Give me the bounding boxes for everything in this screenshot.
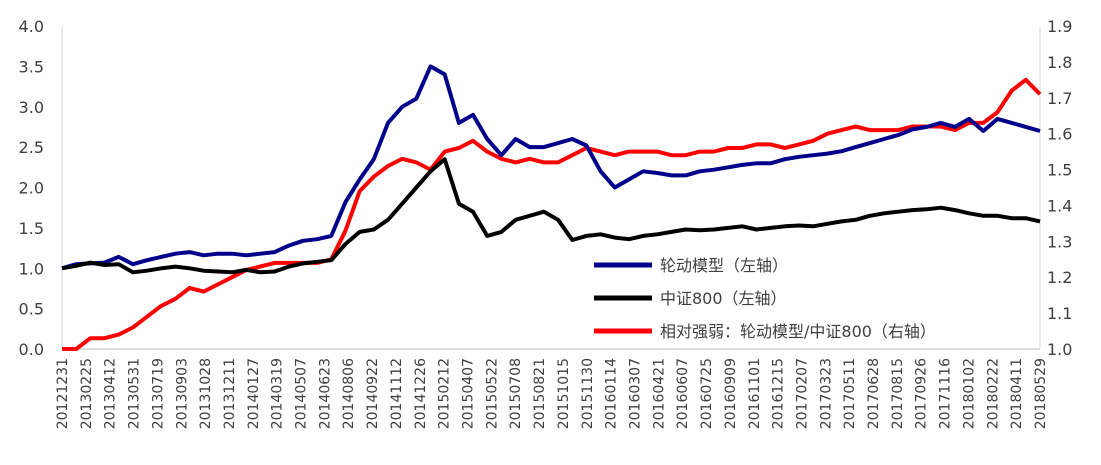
x-tick-label: 20170926 <box>914 358 930 429</box>
x-tick-label: 20160307 <box>627 358 643 429</box>
x-tick-label: 20151015 <box>556 358 572 429</box>
series-line-0 <box>61 64 1041 271</box>
left-tick-label: 2.0 <box>19 179 44 198</box>
left-tick-label: 1.5 <box>19 219 44 238</box>
x-tick-label: 20130531 <box>127 358 143 429</box>
x-tick-label: 20150407 <box>461 358 477 429</box>
series-line-2 <box>62 77 1042 351</box>
x-tick-label: 20160725 <box>699 358 715 429</box>
x-tick-label: 20170511 <box>842 358 858 429</box>
left-tick-label: 3.5 <box>19 57 44 76</box>
x-axis-ticks: 20121231 20130225 20130412 20130531 20130719… <box>55 358 1049 429</box>
x-tick-label: 20161215 <box>771 358 787 429</box>
left-tick-label: 1.0 <box>19 259 44 278</box>
x-tick-label: 20170323 <box>818 358 834 429</box>
x-tick-label: 20180411 <box>1009 358 1025 429</box>
x-tick-label: 20160421 <box>651 358 667 429</box>
x-tick-label: 20140922 <box>365 358 381 429</box>
left-tick-label: 0.0 <box>19 340 44 359</box>
x-tick-label: 20180222 <box>985 358 1001 429</box>
x-tick-label: 20140127 <box>246 358 262 429</box>
x-tick-label: 20170628 <box>866 358 882 429</box>
left-tick-label: 2.5 <box>19 138 44 157</box>
right-tick-label: 1.1 <box>1047 304 1072 323</box>
x-tick-label: 20131028 <box>198 358 214 429</box>
right-tick-label: 1.4 <box>1047 196 1072 215</box>
left-axis-ticks: 0.0 0.5 1.0 1.5 2.0 2.5 3.0 3.5 4.0 <box>19 17 44 359</box>
right-tick-label: 1.2 <box>1047 268 1072 287</box>
x-tick-label: 20141112 <box>389 358 405 429</box>
right-tick-label: 1.6 <box>1047 125 1072 144</box>
legend: 轮动模型（左轴） 中证800（左轴） 相对强弱：轮动模型/中证800（右轴） <box>594 256 936 341</box>
x-tick-label: 20150708 <box>508 358 524 429</box>
x-tick-label: 20170207 <box>794 358 810 429</box>
x-tick-label: 20150522 <box>484 358 500 429</box>
series-group <box>61 64 1042 351</box>
x-tick-label: 20131211 <box>222 358 238 429</box>
legend-label-1: 中证800（左轴） <box>660 289 787 308</box>
left-tick-label: 4.0 <box>19 17 44 36</box>
left-tick-label: 0.5 <box>19 300 44 319</box>
x-tick-label: 20150821 <box>532 358 548 429</box>
axes <box>61 26 1041 350</box>
x-tick-label: 20160607 <box>675 358 691 429</box>
x-tick-label: 20140806 <box>341 358 357 429</box>
right-tick-label: 1.0 <box>1047 340 1072 359</box>
x-tick-label: 20161101 <box>747 358 763 429</box>
x-tick-label: 20180529 <box>1033 358 1049 429</box>
x-tick-label: 20160114 <box>604 358 620 429</box>
x-tick-label: 20140319 <box>270 358 286 429</box>
x-tick-label: 20130903 <box>174 358 190 429</box>
right-axis-ticks: 1.0 1.1 1.2 1.3 1.4 1.5 1.6 1.7 1.8 1.9 <box>1047 17 1072 359</box>
x-tick-label: 20130225 <box>79 358 95 429</box>
legend-label-0: 轮动模型（左轴） <box>660 256 788 275</box>
x-tick-label: 20140507 <box>294 358 310 429</box>
x-tick-label: 20140623 <box>317 358 333 429</box>
right-tick-label: 1.5 <box>1047 161 1072 180</box>
right-tick-label: 1.3 <box>1047 232 1072 251</box>
x-tick-label: 20151130 <box>580 358 596 429</box>
x-tick-label: 20150212 <box>437 358 453 429</box>
legend-label-2: 相对强弱：轮动模型/中证800（右轴） <box>660 322 936 341</box>
right-tick-label: 1.9 <box>1047 17 1072 36</box>
x-tick-label: 20180102 <box>961 358 977 429</box>
left-tick-label: 3.0 <box>19 98 44 117</box>
x-tick-label: 20160909 <box>723 358 739 429</box>
x-tick-label: 20121231 <box>55 358 71 429</box>
x-tick-label: 20171116 <box>938 358 954 429</box>
x-tick-label: 20130412 <box>103 358 119 429</box>
right-tick-label: 1.8 <box>1047 53 1072 72</box>
x-tick-label: 20170815 <box>890 358 906 429</box>
x-tick-label: 20141226 <box>413 358 429 429</box>
series-line-1 <box>61 157 1041 275</box>
x-tick-label: 20130719 <box>150 358 166 429</box>
right-tick-label: 1.7 <box>1047 89 1072 108</box>
